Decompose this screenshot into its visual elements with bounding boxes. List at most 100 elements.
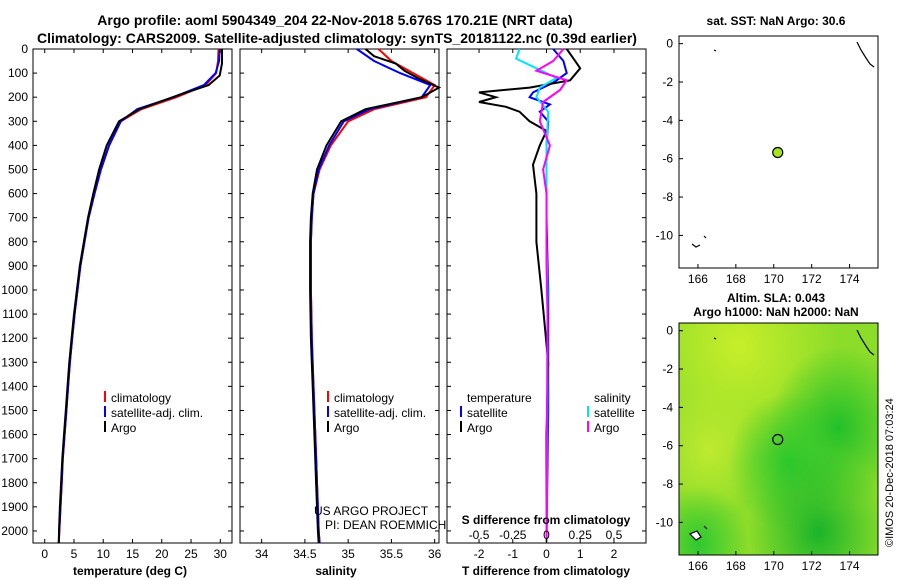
x-tick-label: 0 <box>41 547 48 561</box>
legend-t-satellite-label: satellite <box>467 406 508 420</box>
map-y-tick-label: 0 <box>666 37 673 51</box>
temperature-panel-frame <box>32 48 233 544</box>
depth-tick-label: 0 <box>21 42 28 56</box>
salinity-diff-tick-label: 0.5 <box>606 528 623 542</box>
x-tick-label: 34 <box>255 547 269 561</box>
legend-temperature-header: temperature <box>467 391 532 405</box>
depth-tick-label: 1000 <box>1 283 28 297</box>
legend-climatology-swatch <box>104 391 106 402</box>
depth-axis: 0 100 200 300 400 500 600 700 800 900 1000 1100 1200… <box>1 42 646 538</box>
figure-title-line2: Climatology: CARS2009. Satellite-adjuste… <box>37 30 637 46</box>
depth-tick-label: 1200 <box>1 331 28 345</box>
depth-tick-label: 900 <box>8 259 28 273</box>
map-x-tick-label: 174 <box>840 272 860 286</box>
depth-tick-label: 300 <box>8 114 28 128</box>
map-x-tick-label: 166 <box>688 272 708 286</box>
x-tick-label: 25 <box>184 547 198 561</box>
salinity-xlabel: salinity <box>315 564 357 578</box>
map-y-tick-label: -8 <box>662 190 673 204</box>
map-y-tick-label: -4 <box>662 113 673 127</box>
salinity-diff-tick-label: -0.5 <box>469 528 490 542</box>
sla-map-ticks: 166 168 170 172 174 0 -2 -4 -6 -8 -10 <box>656 324 860 573</box>
map-x-tick-label: 170 <box>764 272 784 286</box>
sst-map-points <box>772 146 784 159</box>
argo-float-marker <box>772 146 784 159</box>
legend-t-satellite-swatch <box>460 406 462 417</box>
map-y-tick-label: -10 <box>656 515 674 529</box>
sla-heatmap <box>679 323 878 555</box>
depth-tick-label: 1100 <box>2 307 28 321</box>
series-line-s-argo <box>533 48 569 544</box>
x-tick-label: 36 <box>428 547 442 561</box>
legend-s-satellite-label: satellite <box>594 406 635 420</box>
legend-climatology-label: climatology <box>334 391 394 405</box>
x-tick-label: 34.5 <box>293 547 317 561</box>
depth-tick-label: 1400 <box>1 379 28 393</box>
temperature-xlabel: temperature (deg C) <box>73 564 187 578</box>
series-line-argo <box>57 49 223 544</box>
legend-satellite-swatch <box>104 406 106 417</box>
depth-tick-label: 1500 <box>1 403 28 417</box>
salinity-diff-tick-label: 0 <box>543 528 550 542</box>
series-line-argo <box>309 48 442 544</box>
x-tick-label: 1 <box>577 547 584 561</box>
legend-satellite-label: satellite-adj. clim. <box>334 406 426 420</box>
temperature-series <box>57 48 223 544</box>
difference-series <box>478 48 582 544</box>
depth-tick-label: 2000 <box>1 524 28 538</box>
x-tick-label: -1 <box>507 547 518 561</box>
map-y-tick-label: -10 <box>656 228 674 242</box>
depth-tick-label: 700 <box>8 211 28 225</box>
depth-tick-label: 800 <box>8 235 28 249</box>
map-x-tick-label: 172 <box>802 559 822 573</box>
legend-climatology-swatch <box>327 391 329 402</box>
imos-timestamp: ©IMOS 20-Dec-2018 07:03:24 <box>884 398 896 547</box>
map-y-tick-label: -8 <box>662 477 673 491</box>
series-line-t-argo <box>478 48 582 543</box>
salinity-difference-xlabel: S difference from climatology <box>462 513 631 527</box>
map-x-tick-label: 168 <box>726 272 746 286</box>
salinity-legend: climatology satellite-adj. clim. Argo US… <box>314 391 446 532</box>
sla-map-frame <box>678 322 879 556</box>
credit-project: US ARGO PROJECT <box>314 504 429 518</box>
depth-tick-label: 1800 <box>1 476 28 490</box>
map-x-tick-label: 174 <box>840 559 860 573</box>
depth-tick-label: 500 <box>8 162 28 176</box>
difference-xlabel: T difference from climatology <box>462 564 630 578</box>
legend-satellite-swatch <box>327 406 329 417</box>
x-tick-label: 2 <box>611 547 618 561</box>
map-x-tick-label: 168 <box>726 559 746 573</box>
salinity-x-ticks: 34 34.5 35 35.5 36 <box>255 49 442 561</box>
salinity-diff-tick-label: 0.25 <box>569 528 593 542</box>
sla-map-title-line2: Argo h1000: NaN h2000: NaN <box>693 305 858 319</box>
temperature-x-ticks: 0 5 10 15 20 25 30 <box>41 49 227 561</box>
x-tick-label: 20 <box>155 547 169 561</box>
figure-title-line1: Argo profile: aoml 5904349_204 22-Nov-20… <box>97 12 572 28</box>
salinity-diff-tick-label: -0.25 <box>499 528 527 542</box>
sst-map-ticks: 166 168 170 172 174 0 -2 -4 -6 -8 -10 <box>656 37 860 286</box>
map-y-tick-label: 0 <box>666 324 673 338</box>
map-y-tick-label: -6 <box>662 439 673 453</box>
credit-pi: PI: DEAN ROEMMICH <box>325 518 446 532</box>
legend-s-argo-swatch <box>587 421 589 432</box>
sla-map-coastline <box>688 329 875 541</box>
legend-argo-label: Argo <box>334 421 360 435</box>
depth-tick-label: 1700 <box>1 452 28 466</box>
x-tick-label: 5 <box>71 547 78 561</box>
legend-argo-swatch <box>104 421 106 432</box>
map-y-tick-label: -6 <box>662 152 673 166</box>
map-y-tick-label: -4 <box>662 400 673 414</box>
legend-satellite-label: satellite-adj. clim. <box>111 406 203 420</box>
depth-tick-label: 1600 <box>1 428 28 442</box>
salinity-difference-ticks: -0.5 -0.25 0 0.25 0.5 <box>469 528 623 542</box>
legend-argo-swatch <box>327 421 329 432</box>
sst-map-title: sat. SST: NaN Argo: 30.6 <box>707 14 846 28</box>
salinity-series <box>309 48 442 544</box>
map-y-tick-label: -2 <box>662 362 673 376</box>
difference-x-ticks: -2 -1 0 1 2 <box>474 49 618 561</box>
legend-climatology-label: climatology <box>111 391 171 405</box>
legend-argo-label: Argo <box>111 421 137 435</box>
legend-salinity-header: salinity <box>594 391 631 405</box>
depth-tick-label: 600 <box>8 187 28 201</box>
